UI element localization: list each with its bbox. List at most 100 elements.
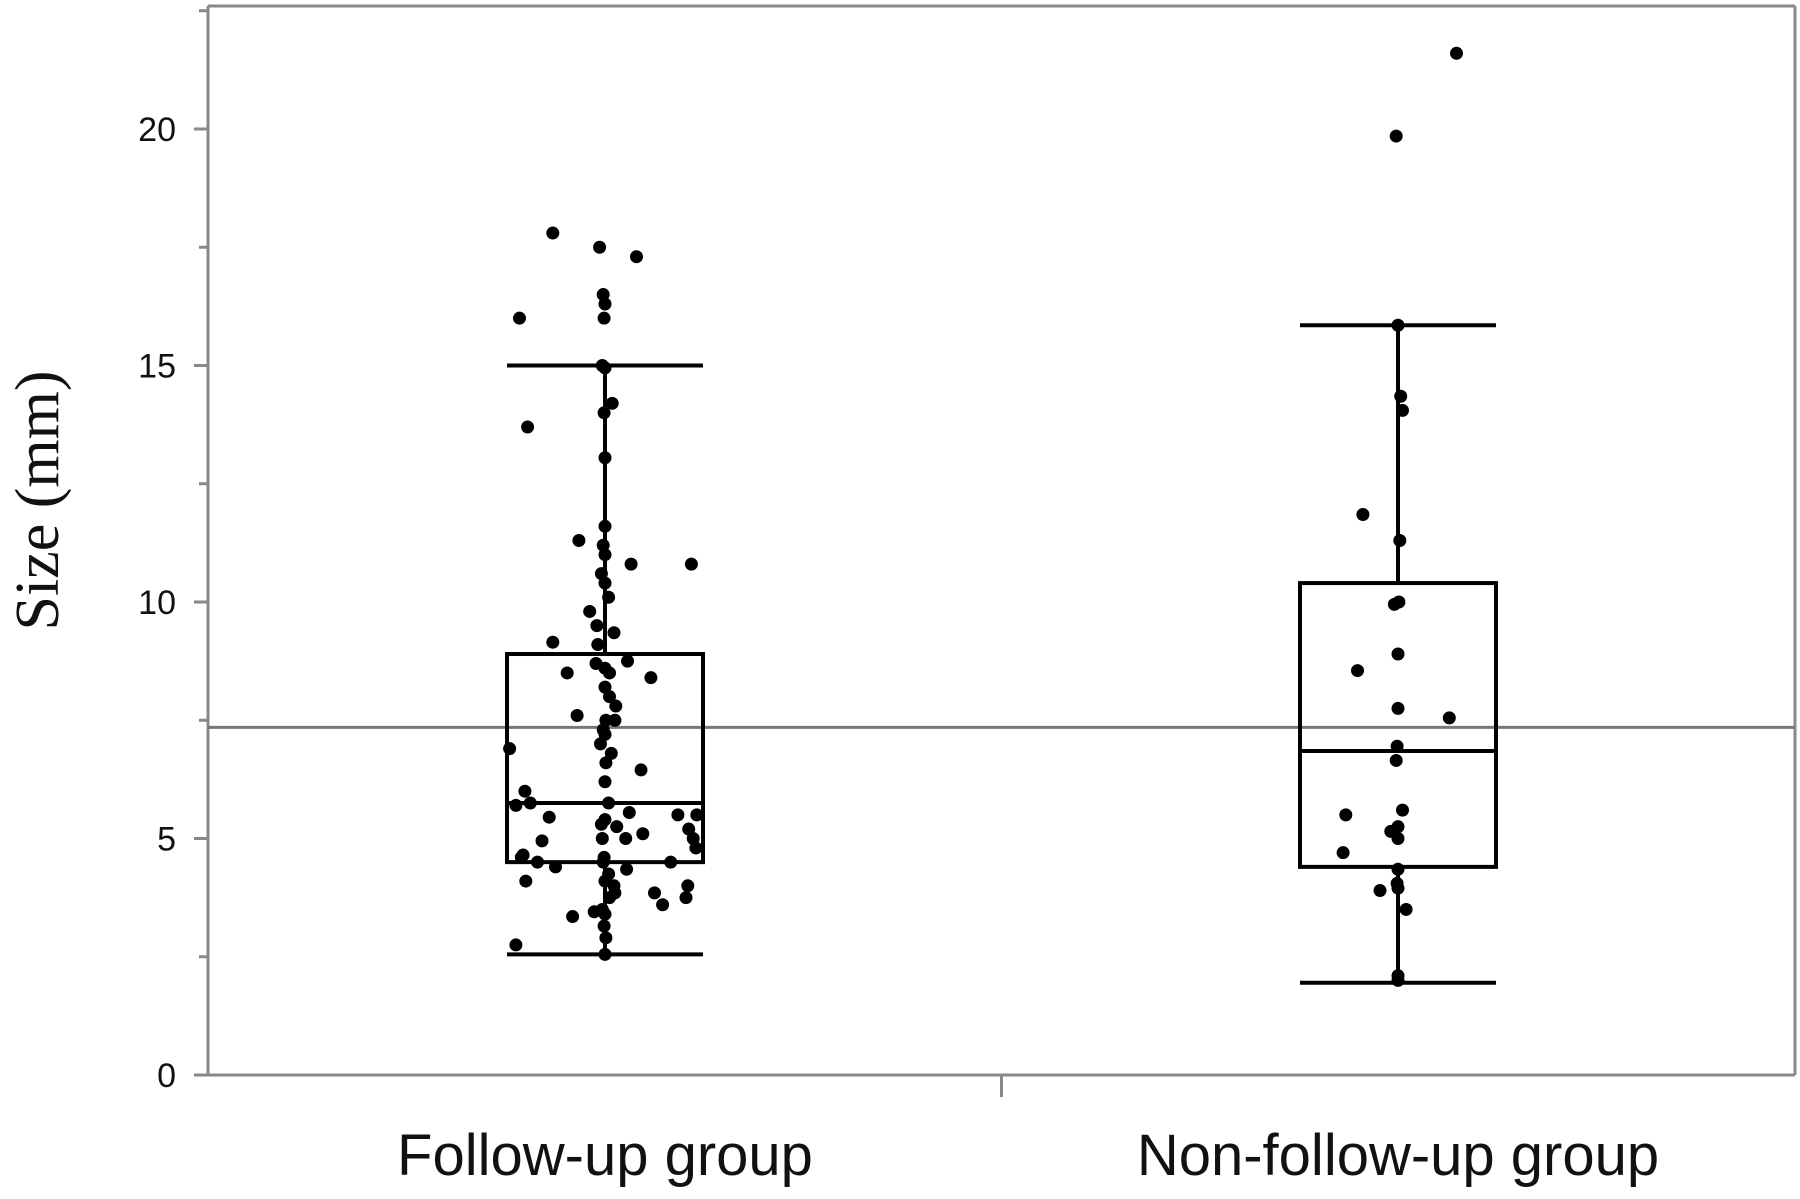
data-point	[597, 406, 611, 420]
data-point	[605, 396, 619, 410]
data-point	[542, 810, 556, 824]
data-point	[595, 831, 609, 845]
data-point	[644, 671, 658, 685]
data-point	[1450, 46, 1463, 60]
data-point	[599, 756, 613, 770]
data-point	[664, 855, 678, 869]
data-point	[596, 855, 610, 869]
data-point	[607, 626, 621, 640]
data-point	[523, 796, 537, 810]
data-point	[1390, 739, 1404, 753]
data-point	[608, 713, 622, 727]
data-point	[593, 240, 607, 254]
data-point	[1391, 973, 1405, 987]
y-tick-label: 15	[138, 347, 176, 385]
data-point	[684, 557, 698, 571]
data-point	[598, 947, 612, 961]
data-point	[598, 519, 612, 533]
data-point	[620, 862, 634, 876]
data-point	[570, 709, 584, 723]
data-point	[598, 361, 612, 375]
data-point	[1396, 403, 1409, 417]
data-point	[509, 798, 523, 812]
data-point	[610, 820, 624, 834]
data-point	[1442, 711, 1456, 725]
data-point	[1391, 701, 1405, 715]
data-point	[681, 879, 695, 893]
data-point	[583, 604, 597, 618]
x-axis: Follow-up group Non-follow-up group	[397, 1075, 1659, 1188]
data-point	[602, 796, 616, 810]
data-point	[598, 775, 612, 789]
data-point	[621, 654, 634, 668]
y-tick-label: 5	[157, 820, 176, 858]
data-point	[598, 576, 612, 590]
data-point	[1389, 129, 1403, 143]
data-point	[624, 557, 638, 571]
data-point	[1399, 902, 1413, 916]
data-point	[546, 635, 560, 649]
y-axis: 0 5 10 15 20	[138, 9, 208, 1095]
data-point	[1393, 534, 1407, 547]
plot-frame	[206, 4, 1797, 1077]
data-point	[599, 931, 613, 945]
data-point	[598, 548, 612, 562]
data-point	[1351, 664, 1364, 678]
data-point	[591, 638, 605, 652]
data-point	[602, 590, 616, 604]
data-point	[509, 938, 523, 952]
data-point	[656, 898, 670, 912]
data-point	[546, 226, 560, 240]
data-point	[590, 619, 604, 633]
data-point	[1396, 803, 1409, 817]
data-point	[572, 534, 586, 547]
data-point	[549, 860, 562, 874]
y-tick-label: 0	[157, 1057, 176, 1095]
data-point	[587, 905, 601, 919]
data-point	[1391, 318, 1405, 332]
data-point	[503, 742, 517, 756]
data-point	[619, 831, 633, 845]
data-point	[531, 855, 544, 869]
data-point	[513, 311, 526, 325]
data-point	[594, 737, 607, 751]
data-point	[598, 451, 612, 465]
data-point	[603, 690, 616, 704]
data-point	[689, 841, 703, 855]
data-point	[1391, 862, 1405, 876]
data-point	[604, 746, 618, 760]
y-tick-label: 10	[138, 584, 176, 622]
data-point	[598, 907, 612, 921]
data-point	[560, 666, 574, 680]
data-point	[597, 919, 611, 933]
data-point	[634, 763, 648, 777]
y-tick-label: 20	[138, 111, 176, 149]
data-point	[566, 910, 580, 924]
data-point	[630, 250, 643, 264]
x-category-label: Follow-up group	[397, 1123, 813, 1188]
data-point	[690, 808, 704, 822]
data-point	[1391, 831, 1405, 845]
data-point	[1391, 881, 1405, 895]
x-category-label: Non-follow-up group	[1137, 1123, 1659, 1188]
data-point	[1339, 808, 1353, 822]
data-point	[598, 297, 612, 311]
data-point	[648, 886, 661, 900]
data-point	[521, 420, 535, 434]
data-point	[514, 850, 528, 864]
data-point	[603, 891, 616, 905]
data-point	[622, 805, 636, 819]
data-points	[503, 46, 1463, 987]
data-point	[1373, 884, 1387, 898]
data-point	[594, 817, 608, 831]
data-point	[1394, 389, 1408, 403]
data-point	[609, 699, 623, 713]
data-point	[1356, 507, 1370, 521]
data-point	[519, 874, 533, 888]
data-point	[597, 311, 611, 325]
data-point	[679, 891, 693, 905]
data-point	[518, 784, 532, 798]
data-point	[671, 808, 685, 822]
y-axis-title: Size (mm)	[4, 371, 72, 631]
